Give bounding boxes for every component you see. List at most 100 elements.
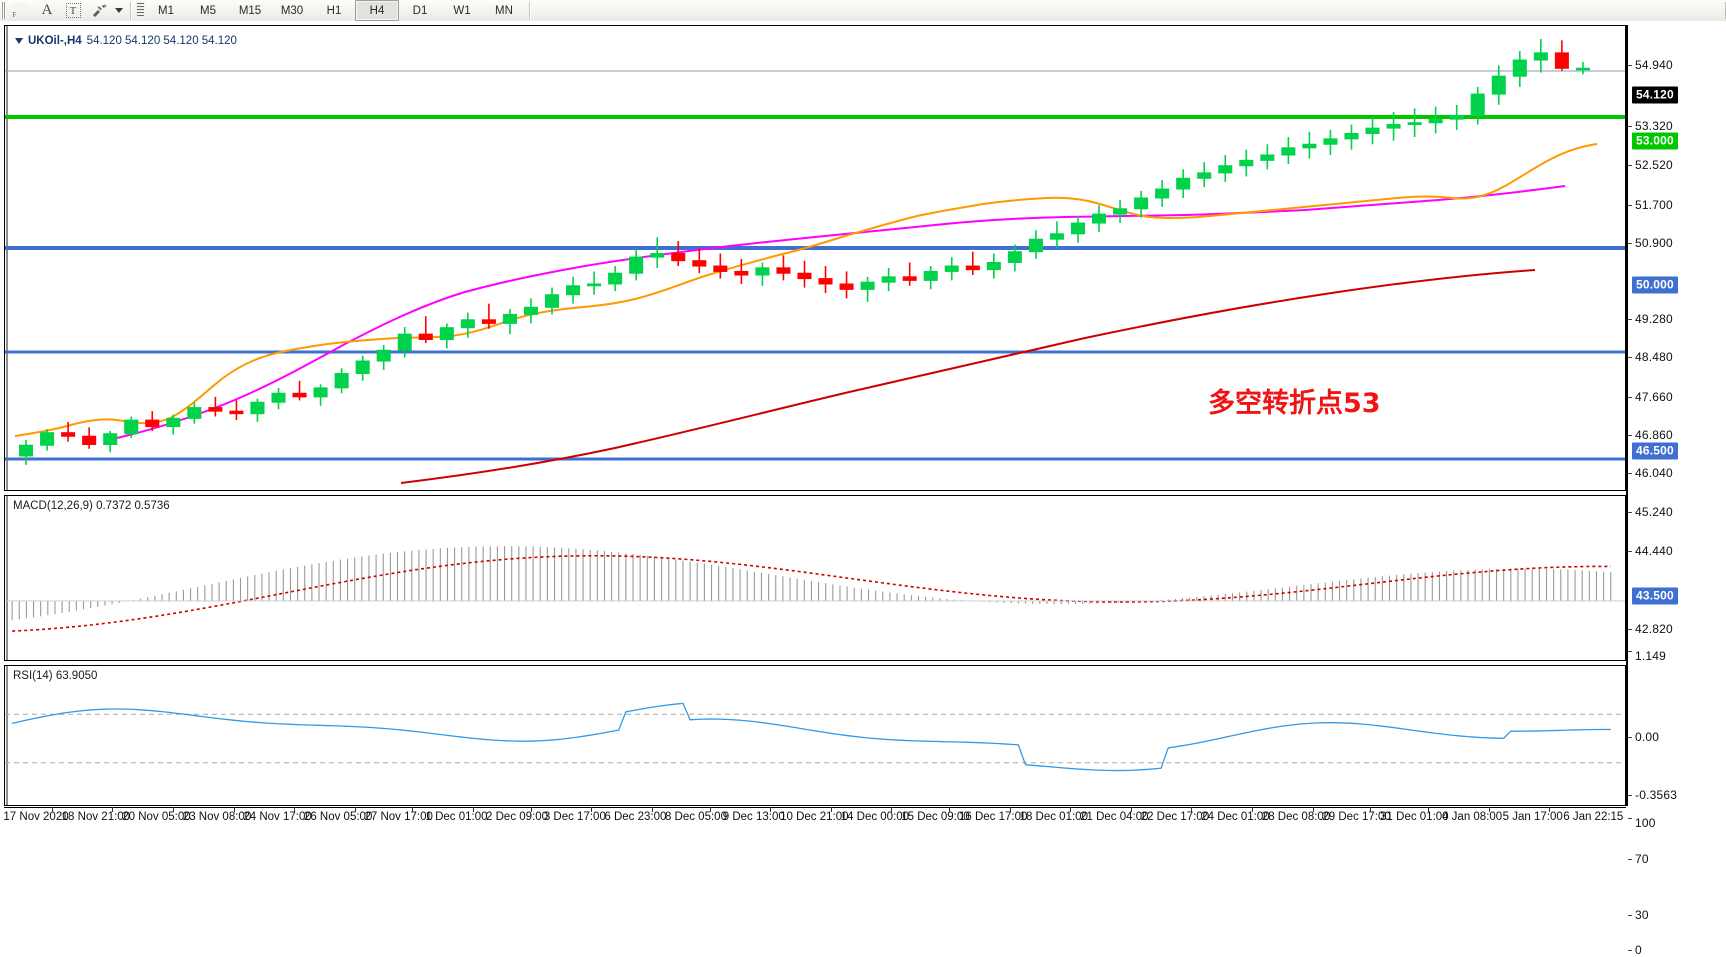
time-axis-tick [1191,807,1193,812]
candle-body [208,407,223,412]
time-axis-label: 15 Dec 09:00 [901,811,970,823]
time-axis-tick [1252,807,1254,812]
time-axis-label: 21 Dec 04:00 [1080,811,1149,823]
chart-menu-caret-icon[interactable] [15,38,23,44]
price-axis-label: 30 [1635,908,1649,922]
candle-body [1070,222,1086,235]
candle-body [145,419,160,428]
dropdown-arrow-icon[interactable] [112,1,126,20]
time-axis-tick [949,807,951,812]
ruler-icon[interactable] [136,2,145,19]
candle-body [1323,138,1338,145]
candle-body [313,387,328,398]
timeframe-h4[interactable]: H4 [355,0,399,21]
time-axis-label: 9 Dec 13:00 [722,811,785,823]
timeframe-m5[interactable]: M5 [200,4,216,17]
timeframe-mn[interactable]: MN [495,4,513,17]
time-axis-label: 31 Dec 01:00 [1380,811,1449,823]
candle-body [755,267,770,276]
candle-body [502,313,517,324]
candlestick-series [19,38,1590,465]
symbol-ohlc-values: 54.120 54.120 54.120 54.120 [86,35,237,47]
price-axis[interactable]: 54.940 54.120 53.320 53.000 52.520 51.700 50.9… [1626,25,1726,957]
timeframe-m30[interactable]: M30 [280,4,304,17]
time-axis-tick [294,807,296,812]
candle-body [1028,238,1043,253]
time-axis-label: 4 Jan 08:00 [1442,811,1503,823]
time-axis-tick [412,807,414,812]
toolbar-grip-handle[interactable] [1,2,6,19]
time-axis[interactable]: 17 Nov 2020 18 Nov 21:00 20 Nov 05:00 23 No… [3,807,1626,829]
price-axis-tick [1628,512,1632,513]
candle-body [1512,59,1527,77]
time-axis-tick [891,807,893,812]
timeframe-w1[interactable]: W1 [453,4,471,17]
time-axis-label: 28 Dec 08:00 [1261,811,1331,823]
candle-body [1302,143,1317,149]
time-axis-label: 20 Nov 05:00 [122,811,191,823]
chart-left-scroll-grip[interactable] [5,26,9,490]
time-axis-label: 24 Dec 01:00 [1201,811,1270,823]
candle-body [271,392,286,403]
timeframe-d1[interactable]: D1 [412,4,428,17]
candle-body [397,333,412,351]
time-axis-label: 6 Jan 22:15 [1563,811,1624,823]
time-axis-label: 2 Dec 09:00 [486,811,549,823]
price-chart-panel[interactable]: UKOil-,H4 54.120 54.120 54.120 54.120 多空… [4,25,1626,491]
candle-body [923,270,938,281]
time-axis-tick [233,807,235,812]
candle-body [713,265,728,272]
time-axis-tick [354,807,356,812]
time-axis-label: 23 Nov 08:00 [182,811,252,823]
time-axis-tick [112,807,114,812]
price-axis-tick [1628,915,1632,916]
time-axis-label: 18 Nov 21:00 [61,811,131,823]
candle-body [1407,122,1422,126]
price-axis-label: 0.00 [1635,730,1660,744]
time-axis-tick [830,807,832,812]
candle-body [103,433,118,445]
rsi-panel[interactable]: RSI(14) 63.9050 [4,665,1626,806]
candle-body [1491,75,1506,95]
indicator-f-icon[interactable]: F [8,1,34,20]
time-axis-label: 27 Nov 17:00 [364,811,433,823]
price-plot-area[interactable] [5,26,1625,490]
macd-plot-area[interactable] [5,496,1625,660]
time-axis-tick [1009,807,1011,812]
timeframe-h1[interactable]: H1 [326,4,342,17]
candle-body [334,373,349,389]
time-axis-label: 10 Dec 21:00 [780,811,849,823]
timeframe-m15[interactable]: M15 [238,4,262,17]
crayon-objects-icon[interactable] [86,1,112,20]
rsi-plot-area[interactable] [5,666,1625,805]
text-label-icon[interactable]: T [60,1,86,20]
time-axis-tick [1312,807,1314,812]
price-axis-label: 1.149 [1635,649,1667,663]
price-axis-tick [1628,950,1632,951]
candle-body [1260,154,1275,161]
timeframe-m1[interactable]: M1 [158,4,174,17]
indicator-grid-glyph [12,3,28,14]
price-axis-tick [1628,397,1632,398]
time-axis-label: 17 Nov 2020 [3,811,69,823]
price-axis-tick [1628,243,1632,244]
candle-body [355,360,370,375]
candle-body [1049,233,1064,240]
macd-panel[interactable]: MACD(12,26,9) 0.7372 0.5736 [4,495,1626,661]
price-axis-highlight-label: 43.500 [1632,587,1678,605]
candle-body [1470,93,1485,117]
text-A-icon[interactable]: A [34,1,60,20]
candle-body [19,444,34,457]
toolbar-divider-2 [529,1,531,20]
candle-body [1176,177,1191,190]
macd-left-scroll-grip[interactable] [5,496,9,660]
candle-body [187,407,202,419]
time-axis-tick [1428,807,1430,812]
time-axis-label: 1 Dec 01:00 [425,811,488,823]
price-axis-tick [1628,126,1632,127]
rsi-left-scroll-grip[interactable] [5,666,9,805]
price-axis-label: 54.940 [1635,58,1673,72]
price-axis-tick [1628,473,1632,474]
toolbar-divider [130,1,132,20]
time-axis-tick [591,807,593,812]
